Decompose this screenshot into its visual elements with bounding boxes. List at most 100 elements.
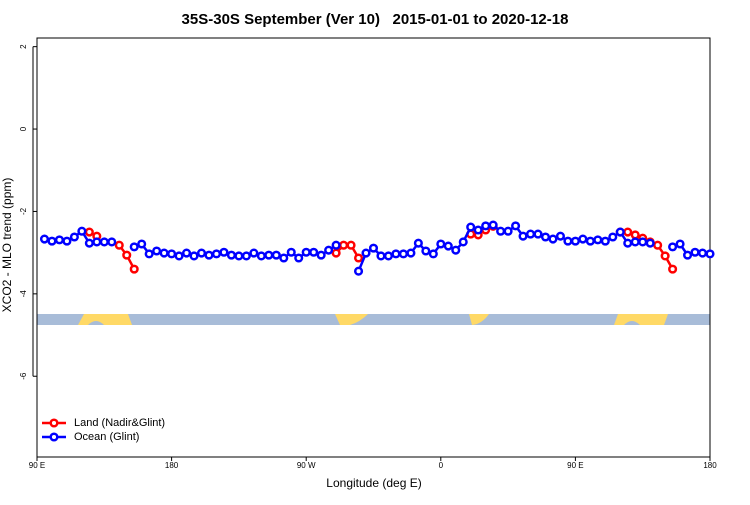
data-point: [503, 226, 513, 236]
x-tick-label: 180: [165, 461, 179, 470]
data-point: [570, 236, 580, 246]
land-strip: [469, 314, 489, 325]
data-point: [159, 248, 169, 258]
data-point: [129, 264, 139, 274]
data-point: [511, 221, 521, 231]
data-point: [92, 237, 102, 247]
x-axis-label: Longitude (deg E): [326, 476, 421, 490]
data-point: [496, 226, 506, 236]
data-point: [361, 248, 371, 258]
x-tick-label: 180: [703, 461, 717, 470]
data-point: [301, 247, 311, 257]
data-point: [346, 240, 356, 250]
data-point: [683, 250, 693, 260]
data-point: [548, 234, 558, 244]
data-point: [368, 243, 379, 253]
data-point: [39, 234, 50, 244]
data-point: [114, 240, 124, 250]
data-point: [69, 232, 79, 242]
data-point: [660, 251, 670, 261]
data-point: [421, 246, 431, 256]
data-point: [391, 249, 401, 259]
data-point: [540, 232, 551, 242]
data-point: [144, 249, 154, 259]
data-point: [249, 248, 259, 258]
plot-area: [39, 220, 715, 276]
data-point: [645, 238, 655, 248]
data-point: [668, 264, 678, 274]
data-point: [428, 249, 438, 259]
data-point: [585, 236, 595, 246]
legend-label: Ocean (Glint): [74, 431, 139, 443]
y-tick-label: -4: [19, 290, 28, 298]
data-point: [99, 237, 109, 247]
data-point: [436, 239, 446, 249]
data-point: [525, 229, 536, 239]
data-point: [488, 220, 498, 230]
data-point: [234, 251, 244, 261]
x-tick-label: 0: [439, 461, 444, 470]
data-point: [137, 239, 147, 249]
data-point: [466, 222, 476, 232]
data-point: [196, 248, 207, 258]
land-strip: [335, 314, 368, 325]
x-tick-label: 90 W: [297, 461, 316, 470]
data-point: [690, 247, 700, 257]
data-point: [152, 246, 162, 256]
chart-title: 35S-30S September (Ver 10) 2015-01-01 to…: [182, 11, 569, 28]
data-point: [638, 237, 648, 247]
y-axis-label: XCO2 - MLO trend (ppm): [0, 178, 14, 313]
data-point: [653, 240, 663, 250]
data-point: [174, 251, 184, 261]
data-point: [167, 249, 177, 259]
data-point: [294, 253, 304, 263]
data-point: [406, 248, 416, 258]
data-point: [324, 245, 334, 255]
data-point: [264, 250, 274, 260]
data-point: [376, 251, 386, 261]
data-point: [473, 225, 483, 235]
data-point: [383, 251, 394, 261]
data-point: [271, 250, 281, 260]
data-point: [623, 227, 633, 237]
data-point: [84, 227, 94, 237]
data-point: [675, 239, 685, 249]
data-point: [630, 237, 640, 247]
data-point: [413, 238, 423, 248]
data-point: [256, 251, 266, 261]
data-point: [62, 236, 72, 246]
legend-marker: [49, 418, 59, 428]
y-tick-label: -2: [19, 207, 28, 215]
data-point: [204, 250, 214, 260]
land-strip: [78, 314, 132, 325]
legend-label: Land (Nadir&Glint): [74, 417, 165, 429]
data-point: [77, 226, 87, 236]
data-point: [331, 248, 341, 258]
data-point: [630, 230, 640, 240]
data-point: [451, 245, 461, 255]
data-point: [697, 248, 708, 258]
data-point: [563, 236, 573, 246]
data-point: [122, 250, 132, 260]
data-point: [47, 236, 57, 246]
data-point: [339, 240, 349, 250]
data-point: [219, 247, 229, 257]
data-point: [593, 235, 603, 245]
data-point: [481, 221, 491, 231]
data-point: [578, 234, 588, 244]
data-point: [182, 248, 192, 258]
data-point: [555, 231, 565, 241]
data-point: [316, 250, 326, 260]
y-tick-label: 0: [19, 126, 28, 131]
plot-frame: [36, 37, 711, 458]
data-point: [54, 235, 64, 245]
data-point: [518, 231, 528, 241]
data-point: [211, 249, 222, 259]
data-point: [353, 266, 364, 276]
data-point: [458, 237, 468, 247]
y-tick-label: 2: [19, 44, 28, 49]
x-tick-label: 90 E: [29, 461, 45, 470]
data-point: [107, 237, 117, 247]
data-point: [623, 238, 633, 248]
